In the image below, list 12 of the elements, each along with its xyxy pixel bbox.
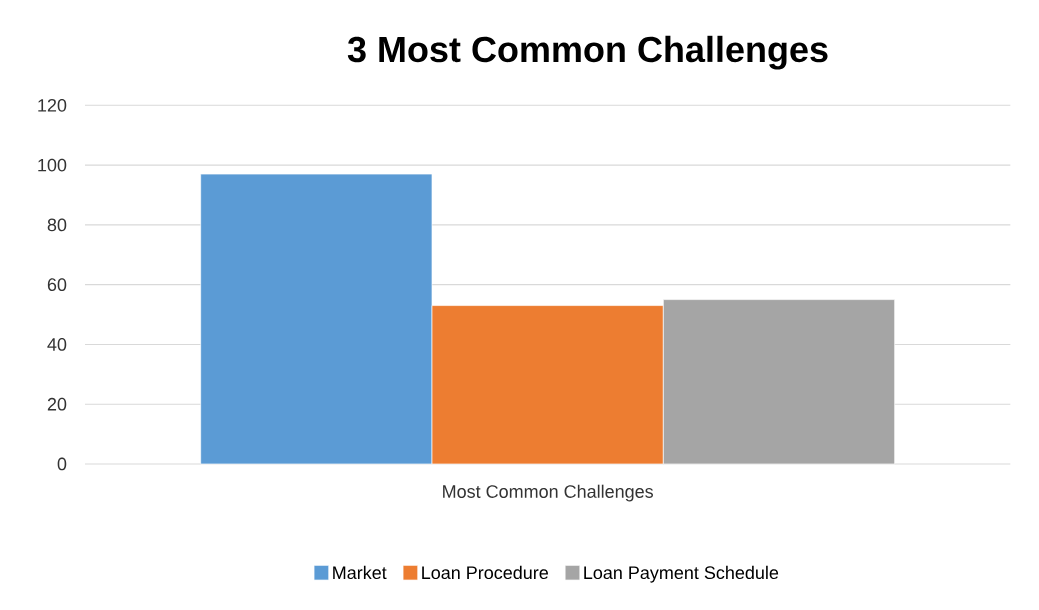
y-tick-label: 80 — [47, 218, 67, 232]
legend-label: Loan Procedure — [422, 565, 548, 580]
chart-title: 3 Most Common Challenges — [347, 35, 828, 70]
y-tick-label: 100 — [38, 158, 67, 172]
legend-label: Market — [333, 565, 387, 580]
y-tick-label: 20 — [47, 397, 67, 411]
y-tick-label: 40 — [47, 338, 67, 351]
y-tick-label: 120 — [38, 98, 67, 112]
legend-label: Loan Payment Schedule — [584, 565, 779, 583]
x-tick-label: Most Common Challenges — [443, 484, 654, 502]
y-tick-label: 0 — [57, 457, 67, 471]
y-tick-label: 60 — [47, 278, 67, 292]
